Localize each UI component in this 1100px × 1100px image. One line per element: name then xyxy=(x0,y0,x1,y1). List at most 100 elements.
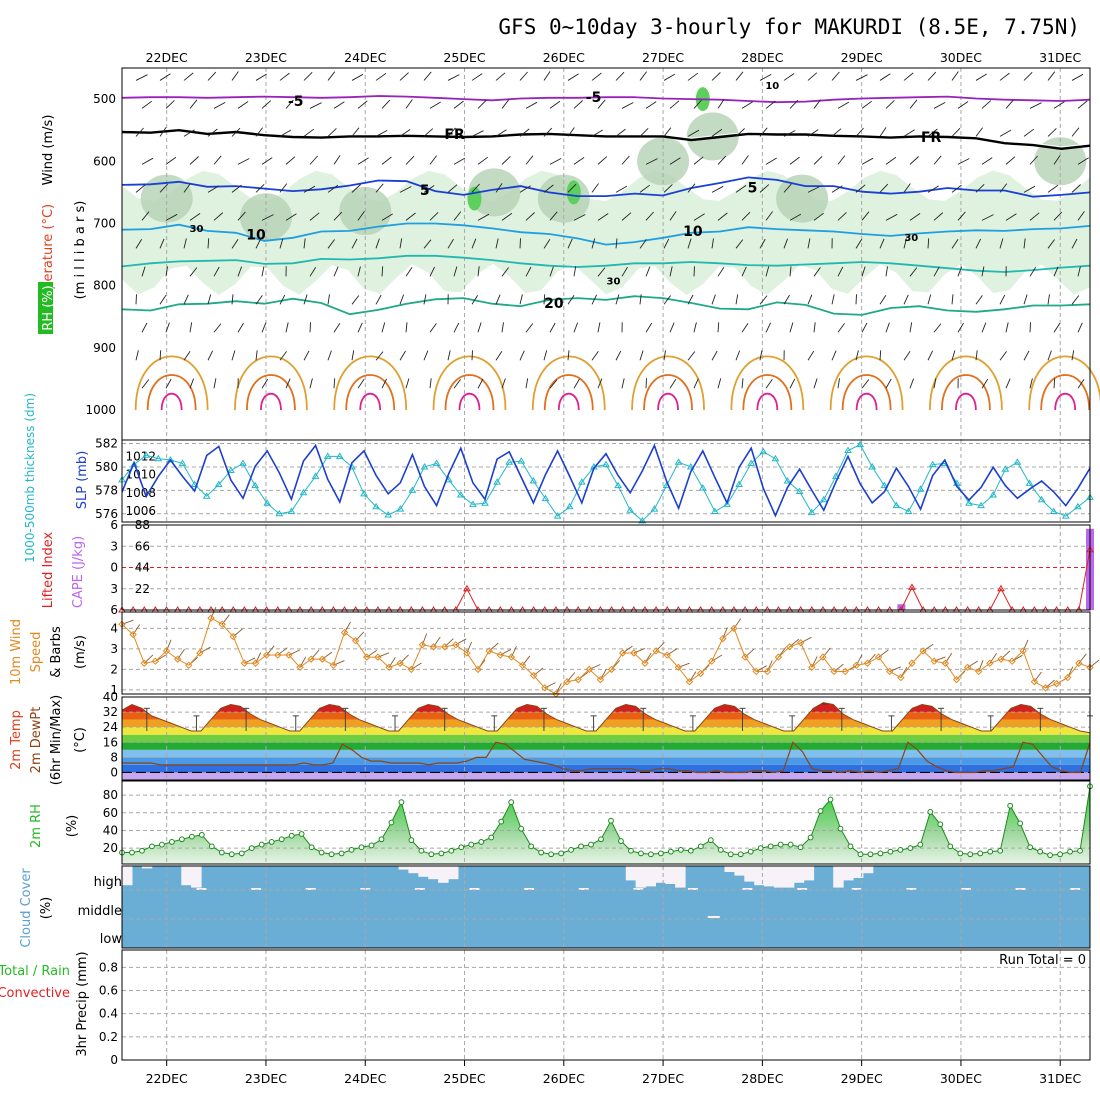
wind-barb xyxy=(423,71,432,81)
wind-barb xyxy=(477,266,480,277)
wind10-marker xyxy=(518,661,527,670)
wind-barb xyxy=(375,351,384,361)
rh2m-marker xyxy=(318,849,325,856)
wind-barb xyxy=(597,156,608,165)
wind-label: Wind (m/s) xyxy=(41,115,56,186)
wind-barb xyxy=(957,101,969,109)
wind-barb xyxy=(951,71,959,81)
wind-barb xyxy=(687,238,692,249)
thickness-marker xyxy=(287,507,296,514)
wind-barb xyxy=(231,294,234,305)
wind-barb xyxy=(237,158,250,165)
precip-tick-label: 0.8 xyxy=(99,960,118,974)
thickness-marker xyxy=(299,488,308,496)
wind-barb xyxy=(477,322,482,333)
temp-band xyxy=(122,727,1090,735)
wind10-labels: 10m Wind Speed & Barbs (m/s) xyxy=(9,619,88,685)
wind-barb xyxy=(981,266,985,277)
wind-barb xyxy=(831,185,843,193)
panel-frame xyxy=(121,865,1091,949)
wind-barb xyxy=(423,128,434,137)
wind10-marker xyxy=(496,651,505,659)
rh2m-marker xyxy=(288,832,295,839)
wind-barb xyxy=(141,379,150,389)
wind-barb xyxy=(381,213,393,221)
wind10-marker xyxy=(285,651,293,659)
panel-frame xyxy=(121,949,1091,1061)
wind-barb xyxy=(1071,127,1080,137)
wind-barb xyxy=(639,71,647,81)
wind-barb xyxy=(1023,238,1026,249)
wind-barb xyxy=(831,294,835,305)
wind-barb xyxy=(759,350,763,361)
wind-barb xyxy=(135,238,143,249)
wind10-marker xyxy=(585,665,594,674)
precip-labels: Total / Rain Convective 3hr Precip (mm) … xyxy=(0,951,1086,1056)
wind-barb xyxy=(207,185,219,193)
thickness-marker xyxy=(469,500,477,507)
wind-barb xyxy=(447,184,458,193)
upper-air-labels: Wind (m/s) Temperature (°C) RH (%) (m i … xyxy=(38,115,88,334)
dewpt2m-line xyxy=(122,741,1091,774)
wind-barb xyxy=(261,322,267,333)
wind10-marker xyxy=(396,659,404,667)
wind-barb xyxy=(381,99,391,109)
wind-barb xyxy=(471,73,483,81)
thickness-marker xyxy=(759,447,768,455)
date-label: 24DEC xyxy=(344,50,386,65)
rh2m-marker xyxy=(917,841,924,848)
wind-barb xyxy=(1005,156,1016,165)
wind-barb xyxy=(1029,266,1037,277)
panel-frame xyxy=(121,611,1091,695)
wind-barb xyxy=(735,185,747,193)
rh-tick-label: 60 xyxy=(103,806,118,820)
wind-barb xyxy=(783,130,796,137)
thickness-marker xyxy=(904,507,913,514)
wind-barb xyxy=(255,350,258,361)
wind-barb xyxy=(789,156,800,165)
wind-barb xyxy=(333,322,341,333)
wind10-marker xyxy=(908,659,916,667)
surface-isotherm-loop xyxy=(631,355,705,411)
wind-barb xyxy=(855,127,864,137)
wind10-marker xyxy=(274,651,282,659)
li-tick-label: 6 xyxy=(110,603,118,617)
wind-barb xyxy=(927,294,932,305)
wind-barb xyxy=(765,266,770,277)
precip-axis-label: 3hr Precip (mm) xyxy=(75,951,90,1056)
wind-barb xyxy=(909,156,919,165)
rh2m-marker xyxy=(837,825,844,832)
wind-barb xyxy=(813,155,823,165)
surface-isotherm-loop xyxy=(829,355,904,411)
wind10-marker xyxy=(129,630,137,639)
high-cloud-gap xyxy=(625,866,637,881)
isotherm-FR xyxy=(121,128,1091,151)
wind-barb xyxy=(1047,350,1052,361)
wind-barb xyxy=(741,155,749,165)
wind-barb xyxy=(645,101,657,109)
wind-barb xyxy=(183,238,187,249)
rh2m-marker xyxy=(747,848,754,855)
wind-barb xyxy=(813,322,816,333)
surface-isotherm-loop xyxy=(730,355,805,411)
rh2m-marker xyxy=(168,839,175,845)
thickness-marker xyxy=(263,499,272,506)
wind-barb xyxy=(669,100,680,109)
rh2m-marker xyxy=(757,845,764,852)
contour-label: 10 xyxy=(765,81,779,92)
temp-tick-label: 8 xyxy=(110,750,118,764)
surface-isotherm-loop xyxy=(841,374,892,411)
rh2m-marker xyxy=(677,846,684,853)
li-tick-label: 3 xyxy=(110,539,118,553)
wind-barb xyxy=(573,378,580,389)
wind-barb xyxy=(135,350,139,361)
wind-barb xyxy=(957,322,964,333)
thickness-marker xyxy=(481,499,489,506)
wind10-marker xyxy=(752,667,760,676)
wind-barb xyxy=(231,127,241,137)
wind-barb xyxy=(591,238,596,249)
wind-barb xyxy=(783,294,790,305)
wind-barb xyxy=(429,323,437,333)
rh2m-marker xyxy=(867,851,874,858)
date-label: 26DEC xyxy=(543,1071,585,1086)
